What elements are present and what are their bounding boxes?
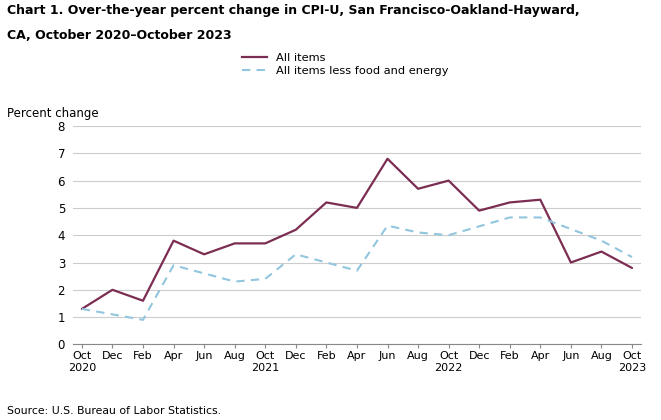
- Text: CA, October 2020–October 2023: CA, October 2020–October 2023: [7, 29, 231, 42]
- Text: Percent change: Percent change: [7, 107, 98, 120]
- Text: Source: U.S. Bureau of Labor Statistics.: Source: U.S. Bureau of Labor Statistics.: [7, 406, 221, 416]
- Legend: All items, All items less food and energy: All items, All items less food and energ…: [237, 49, 453, 81]
- Text: Chart 1. Over-the-year percent change in CPI-U, San Francisco-Oakland-Hayward,: Chart 1. Over-the-year percent change in…: [7, 4, 579, 17]
